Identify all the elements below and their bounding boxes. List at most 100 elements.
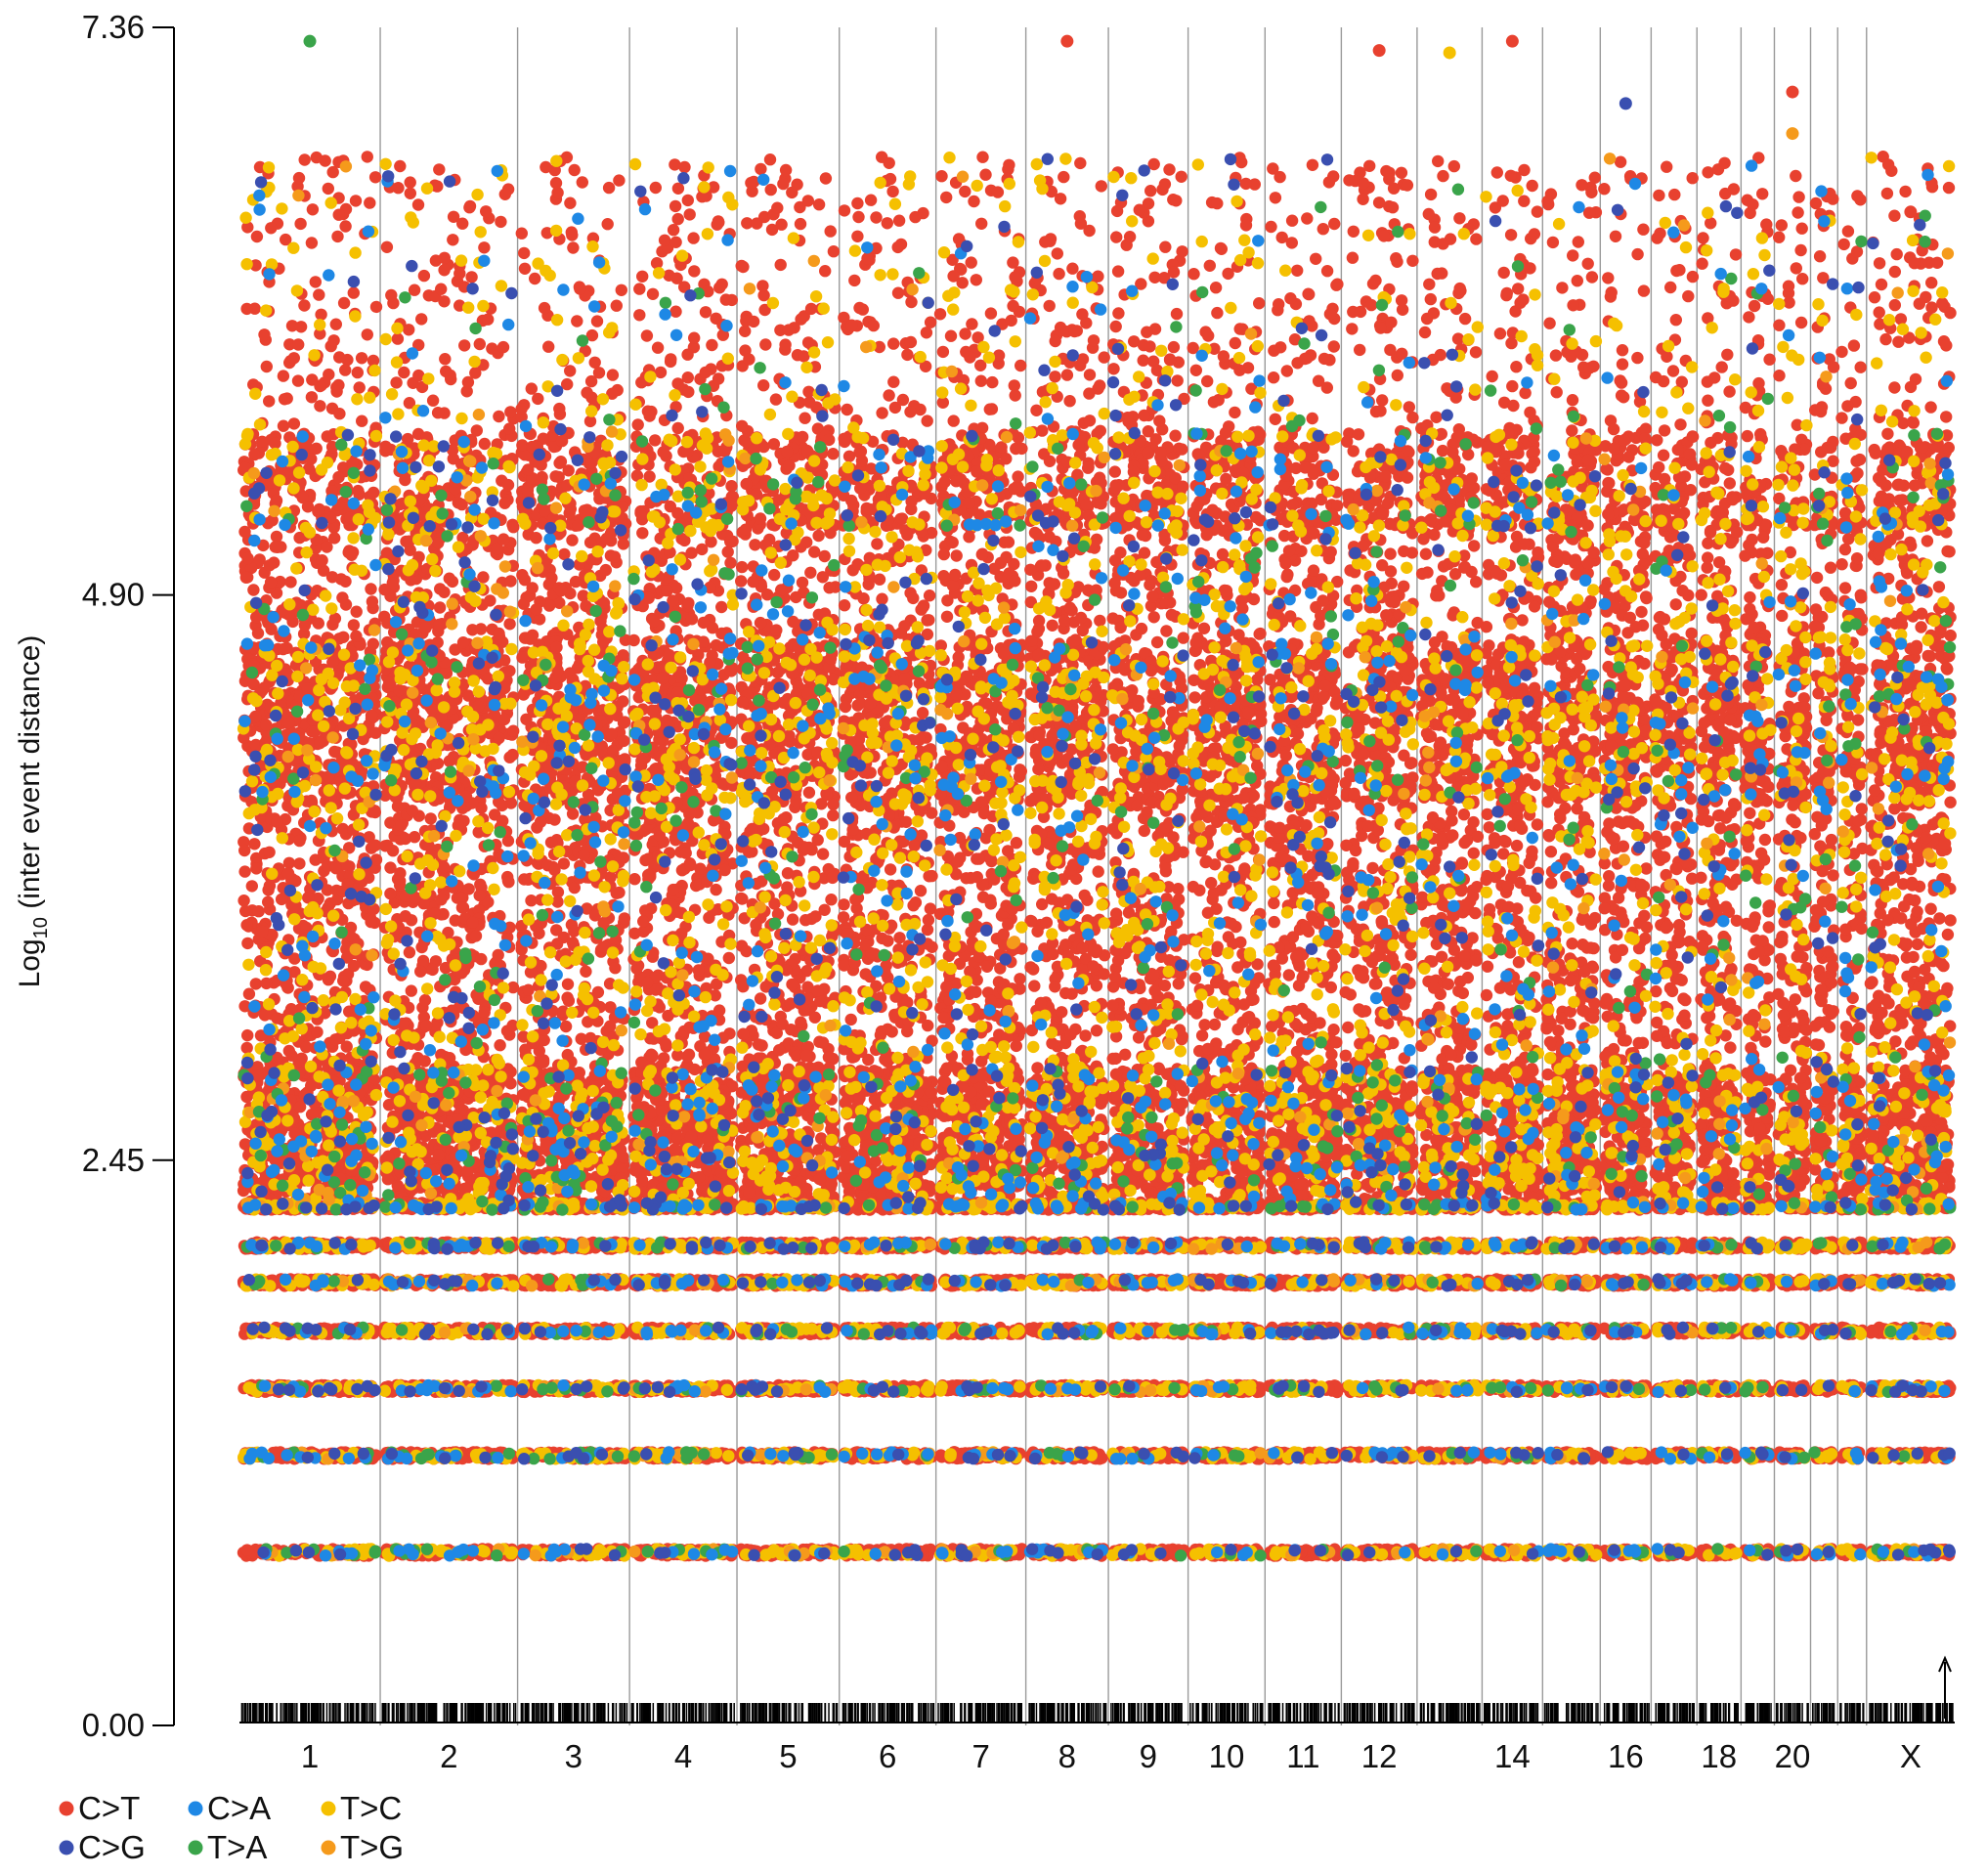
mutation-point bbox=[250, 862, 263, 875]
mutation-point bbox=[393, 683, 406, 697]
mutation-point bbox=[383, 676, 396, 689]
mutation-point bbox=[326, 656, 339, 669]
mutation-point bbox=[289, 899, 302, 912]
mutation-point bbox=[443, 755, 456, 767]
mutation-point bbox=[339, 575, 352, 588]
mutation-point bbox=[395, 819, 408, 832]
mutation-point bbox=[306, 373, 319, 386]
mutation-point bbox=[564, 365, 577, 377]
mutation-point bbox=[458, 339, 471, 352]
mutation-point bbox=[380, 546, 394, 559]
mutation-point bbox=[292, 171, 306, 185]
mutation-point bbox=[251, 627, 265, 639]
mutation-point bbox=[294, 321, 308, 333]
mutation-point bbox=[249, 710, 262, 723]
mutation-point bbox=[238, 865, 251, 878]
mutation-point bbox=[380, 240, 394, 253]
mutation-point bbox=[253, 160, 267, 174]
mutation-point bbox=[366, 595, 379, 608]
mutation-point bbox=[564, 196, 577, 209]
mutation-point bbox=[432, 1149, 445, 1161]
mutation-point bbox=[301, 501, 315, 513]
mutation-point bbox=[368, 171, 382, 184]
mutation-point bbox=[408, 284, 421, 296]
mutation-point bbox=[599, 563, 612, 577]
mutation-point bbox=[270, 494, 283, 507]
mutation-point bbox=[365, 583, 377, 595]
mutation-point bbox=[618, 912, 631, 925]
mutation-points bbox=[237, 34, 1957, 1562]
mutation-point bbox=[410, 778, 422, 791]
mutation-point bbox=[431, 180, 444, 193]
mutation-point bbox=[314, 400, 326, 413]
mutation-point bbox=[353, 381, 366, 394]
mutation-point bbox=[615, 284, 627, 296]
mutation-point bbox=[530, 532, 542, 545]
mutation-point bbox=[367, 354, 380, 368]
mutation-point bbox=[493, 410, 505, 423]
mutation-point bbox=[327, 521, 340, 534]
mutation-point bbox=[498, 188, 511, 200]
mutation-point bbox=[469, 930, 483, 942]
mutation-point bbox=[240, 302, 253, 316]
mutation-point bbox=[518, 246, 531, 260]
mutation-point bbox=[477, 571, 490, 584]
mutation-point bbox=[332, 208, 345, 221]
mutation-point bbox=[359, 981, 372, 993]
mutation-point bbox=[240, 1041, 253, 1055]
mutation-point bbox=[300, 1040, 313, 1054]
mutation-point bbox=[433, 618, 446, 632]
mutation-point bbox=[411, 198, 425, 211]
mutation-point bbox=[281, 982, 294, 994]
mutation-point bbox=[609, 962, 622, 975]
mutation-point bbox=[319, 1007, 331, 1020]
mutation-point bbox=[314, 327, 326, 340]
mutation-point bbox=[501, 478, 515, 492]
mutation-point bbox=[265, 222, 278, 235]
mutation-point bbox=[433, 601, 447, 614]
mutation-point bbox=[262, 895, 275, 908]
mutation-point bbox=[241, 937, 254, 950]
mutation-point bbox=[270, 530, 283, 544]
mutation-point bbox=[351, 366, 364, 379]
mutation-point bbox=[238, 525, 251, 539]
mutation-point bbox=[474, 623, 488, 635]
mutation-point bbox=[439, 353, 452, 366]
mutation-point bbox=[313, 502, 325, 516]
mutation-point bbox=[244, 561, 258, 575]
mutation-point bbox=[498, 497, 511, 509]
mutation-point bbox=[497, 533, 510, 545]
mutation-point bbox=[515, 227, 528, 240]
mutation-point bbox=[298, 153, 311, 166]
mutation-point bbox=[540, 160, 552, 174]
mutation-point bbox=[503, 665, 516, 677]
mutation-point bbox=[435, 894, 448, 906]
mutation-point bbox=[333, 408, 346, 420]
mutation-point bbox=[496, 340, 510, 354]
mutation-point bbox=[426, 963, 439, 977]
mutation-point bbox=[292, 338, 305, 351]
mutation-point bbox=[566, 534, 579, 546]
mutation-point bbox=[356, 414, 368, 427]
mutation-point bbox=[544, 836, 558, 849]
mutation-point bbox=[424, 812, 437, 825]
mutation-point bbox=[350, 630, 363, 642]
mutation-point bbox=[435, 283, 448, 295]
mutation-point bbox=[293, 857, 306, 870]
mutation-point bbox=[480, 205, 493, 218]
mutation-point bbox=[277, 419, 290, 432]
mutation-point bbox=[298, 299, 311, 312]
mutation-point bbox=[549, 470, 562, 483]
mutation-point bbox=[414, 1079, 427, 1092]
mutation-point bbox=[403, 324, 415, 336]
mutation-point bbox=[449, 914, 461, 927]
mutation-point bbox=[473, 337, 486, 351]
mutation-point bbox=[285, 320, 299, 332]
mutation-point bbox=[241, 551, 254, 565]
mutation-point bbox=[576, 176, 588, 189]
mutation-point bbox=[315, 308, 327, 321]
mutation-point bbox=[429, 254, 443, 267]
mutation-point bbox=[260, 977, 273, 990]
mutation-point bbox=[283, 338, 296, 351]
